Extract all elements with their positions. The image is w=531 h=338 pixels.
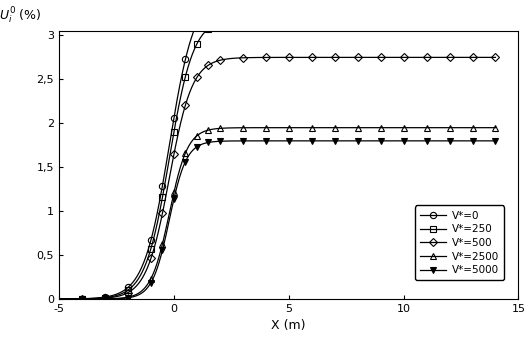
X-axis label: X (m): X (m) xyxy=(271,319,306,333)
Legend: V*=0, V*=250, V*=500, V*=2500, V*=5000: V*=0, V*=250, V*=500, V*=2500, V*=5000 xyxy=(415,206,504,281)
Text: $U_i^0$ (%): $U_i^0$ (%) xyxy=(0,5,42,26)
